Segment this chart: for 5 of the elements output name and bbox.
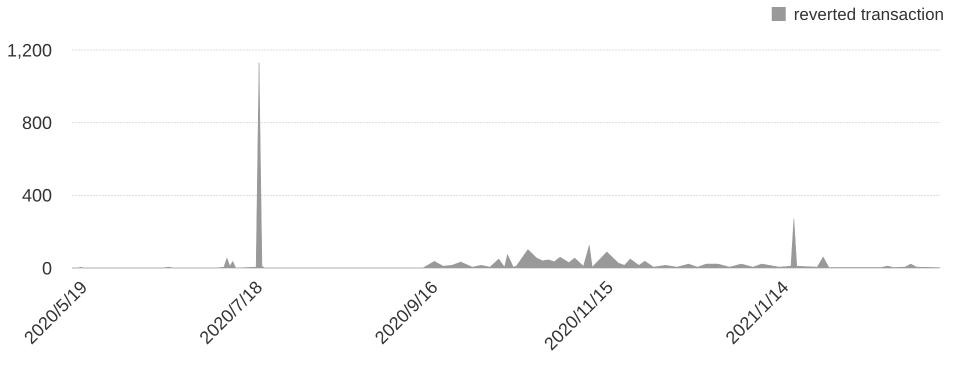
y-tick-label: 400 <box>22 186 52 206</box>
y-tick-label: 1,200 <box>6 40 52 60</box>
y-tick-label: 800 <box>22 112 52 133</box>
y-tick-label: 0 <box>42 258 52 278</box>
legend-label: reverted transaction <box>794 4 944 24</box>
